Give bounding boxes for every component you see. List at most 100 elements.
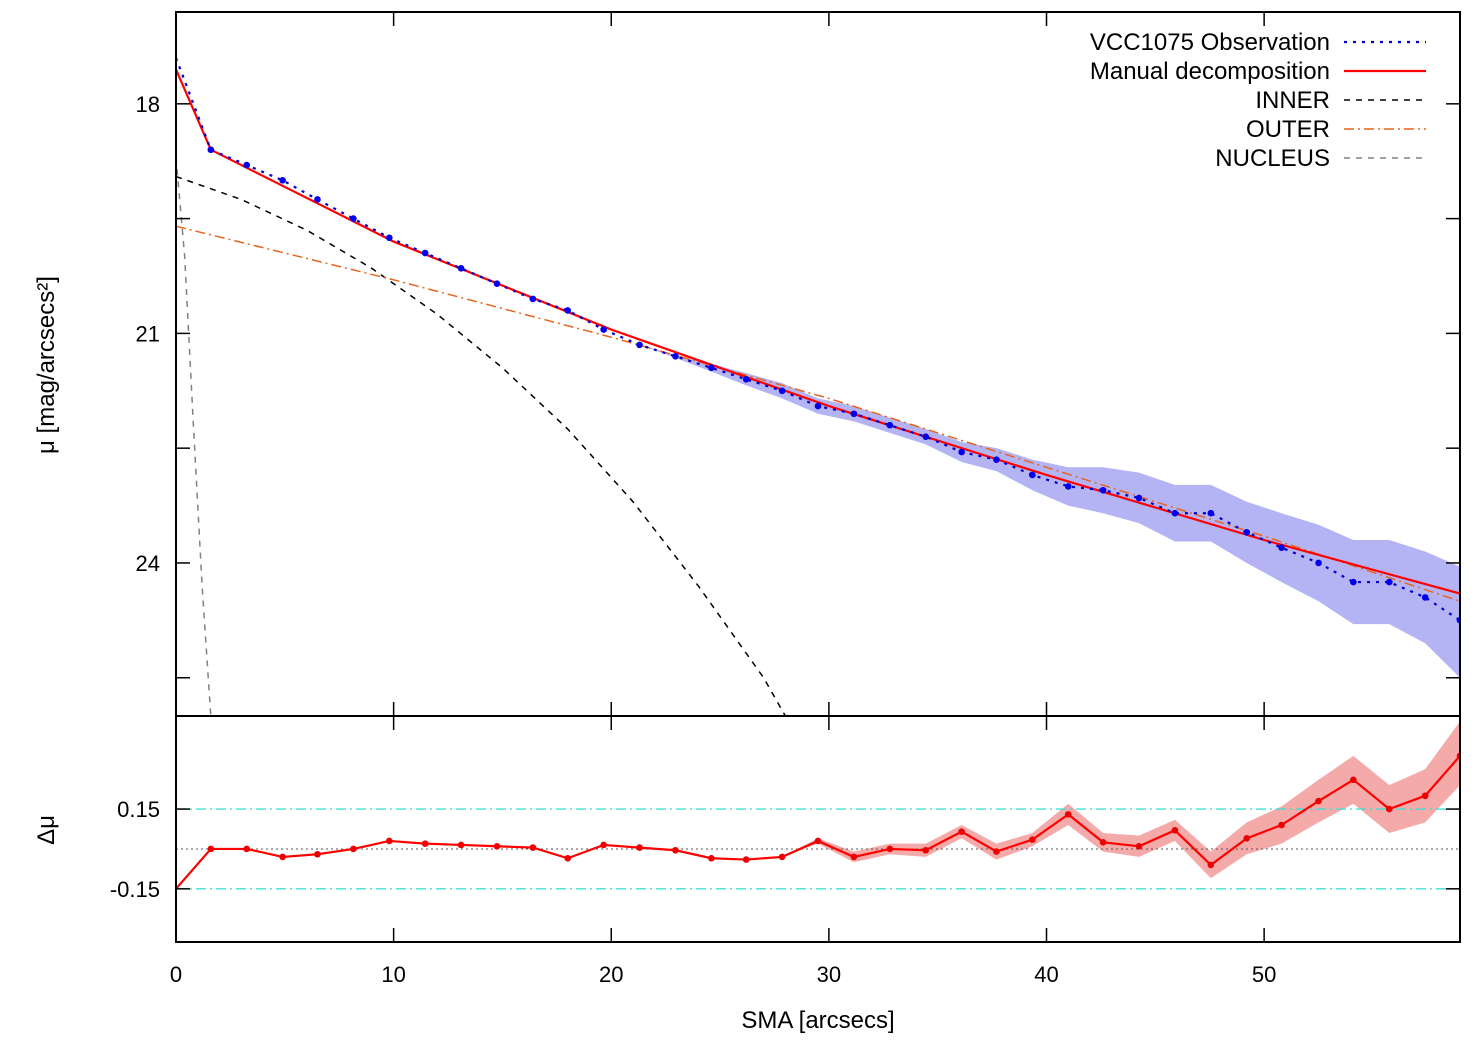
observation-point bbox=[850, 410, 858, 418]
residual-point bbox=[742, 856, 750, 863]
legend-label: NUCLEUS bbox=[1215, 145, 1330, 172]
x-tick-label: 10 bbox=[381, 962, 405, 987]
residual-point bbox=[672, 846, 679, 854]
residual-point bbox=[708, 854, 715, 862]
y-tick-label-profile: 21 bbox=[136, 321, 160, 346]
residual-error-band-layer bbox=[176, 721, 1460, 889]
residual-point bbox=[385, 837, 393, 845]
observation-point bbox=[778, 387, 786, 395]
residual-points-layer bbox=[207, 752, 1460, 869]
observation-point bbox=[493, 280, 501, 287]
y-tick-label-profile: 24 bbox=[136, 551, 160, 576]
observation-point bbox=[636, 341, 643, 349]
residual-point bbox=[636, 844, 643, 851]
residual-point bbox=[350, 845, 357, 853]
series-line-manual-decomposition bbox=[176, 68, 1460, 595]
observation-point bbox=[1315, 559, 1322, 567]
observation-point bbox=[993, 456, 1000, 463]
observation-point bbox=[600, 326, 607, 333]
legend-label: OUTER bbox=[1246, 116, 1330, 143]
observation-point bbox=[1135, 494, 1143, 502]
residual-point bbox=[1064, 811, 1072, 818]
y-tick-label-residual: 0.15 bbox=[117, 797, 160, 822]
legend-label: Manual decomposition bbox=[1090, 58, 1330, 85]
profile-panel bbox=[176, 57, 1460, 716]
observation-point bbox=[1243, 529, 1251, 536]
axes-frames bbox=[175, 11, 1461, 943]
observation-point bbox=[207, 146, 215, 154]
axis-ticks bbox=[175, 12, 1460, 942]
residual-point bbox=[1315, 797, 1322, 805]
observation-point bbox=[1171, 509, 1179, 517]
observation-point bbox=[708, 364, 715, 372]
observation-point bbox=[742, 376, 750, 383]
residual-point bbox=[600, 841, 607, 849]
residual-error-band bbox=[176, 721, 1460, 889]
observation-point bbox=[886, 421, 894, 429]
residual-panel bbox=[176, 721, 1460, 890]
residual-reference-lines-layer bbox=[176, 808, 1460, 890]
observation-point bbox=[1350, 578, 1357, 586]
x-tick-label: 20 bbox=[599, 962, 623, 987]
residual-point bbox=[1029, 836, 1036, 843]
observation-point bbox=[958, 448, 965, 456]
legend-label: INNER bbox=[1255, 87, 1330, 114]
y-tick-label-profile: 18 bbox=[136, 92, 160, 117]
x-tick-label: 0 bbox=[170, 962, 182, 987]
observation-point bbox=[385, 234, 393, 242]
observation-point bbox=[1064, 483, 1072, 490]
series-line-inner bbox=[176, 175, 787, 716]
residual-point bbox=[421, 840, 429, 847]
residual-point bbox=[814, 837, 822, 845]
residual-point bbox=[850, 853, 858, 861]
residual-point bbox=[493, 842, 501, 850]
residual-point bbox=[1099, 838, 1107, 846]
observation-error-band-layer bbox=[176, 57, 1460, 678]
observation-point bbox=[1029, 471, 1036, 479]
y-axis-title-residual: Δμ bbox=[33, 815, 60, 845]
x-axis-title: SMA [arcsecs] bbox=[741, 1007, 894, 1034]
x-tick-label: 50 bbox=[1252, 962, 1276, 987]
observation-point bbox=[922, 433, 930, 440]
observation-point bbox=[529, 295, 537, 303]
legend-label: VCC1075 Observation bbox=[1090, 29, 1330, 56]
y-axis-title-profile: μ [mag/arcsecs²] bbox=[33, 276, 60, 454]
observation-point bbox=[421, 249, 429, 257]
observation-error-band bbox=[176, 57, 1460, 678]
residual-point bbox=[1350, 776, 1357, 784]
residual-point bbox=[564, 854, 572, 862]
observation-point bbox=[1385, 578, 1393, 586]
observation-point bbox=[243, 161, 251, 169]
residual-point bbox=[529, 844, 537, 851]
observation-point bbox=[457, 265, 465, 272]
residual-point bbox=[1243, 835, 1251, 842]
observation-point bbox=[564, 307, 572, 314]
observation-point bbox=[1278, 544, 1285, 551]
residual-point bbox=[958, 828, 965, 835]
y-tick-label-residual: -0.15 bbox=[110, 877, 160, 902]
residual-point bbox=[886, 845, 894, 853]
observation-point bbox=[279, 177, 286, 184]
residual-point bbox=[279, 853, 286, 861]
residual-point bbox=[922, 846, 930, 854]
residual-point bbox=[457, 841, 465, 849]
residual-point bbox=[993, 848, 1000, 855]
observation-point bbox=[1099, 486, 1107, 494]
observation-point bbox=[1207, 509, 1215, 517]
axis-tick-labels: 18 21 24 0.15 -0.15 0 10 20 30 40 50 bbox=[110, 92, 1277, 987]
observation-points-layer bbox=[207, 146, 1460, 624]
residual-point bbox=[1207, 861, 1215, 869]
residual-point bbox=[778, 853, 786, 861]
observation-point bbox=[672, 353, 679, 360]
observation-point bbox=[814, 402, 822, 410]
residual-point bbox=[1135, 842, 1143, 850]
x-tick-label: 30 bbox=[817, 962, 841, 987]
residual-point bbox=[314, 850, 321, 858]
residual-point bbox=[207, 845, 215, 853]
residual-point bbox=[1421, 792, 1429, 800]
series-line-outer bbox=[176, 225, 1460, 602]
series-line-nucleus bbox=[176, 157, 212, 716]
residual-point bbox=[1171, 827, 1179, 834]
